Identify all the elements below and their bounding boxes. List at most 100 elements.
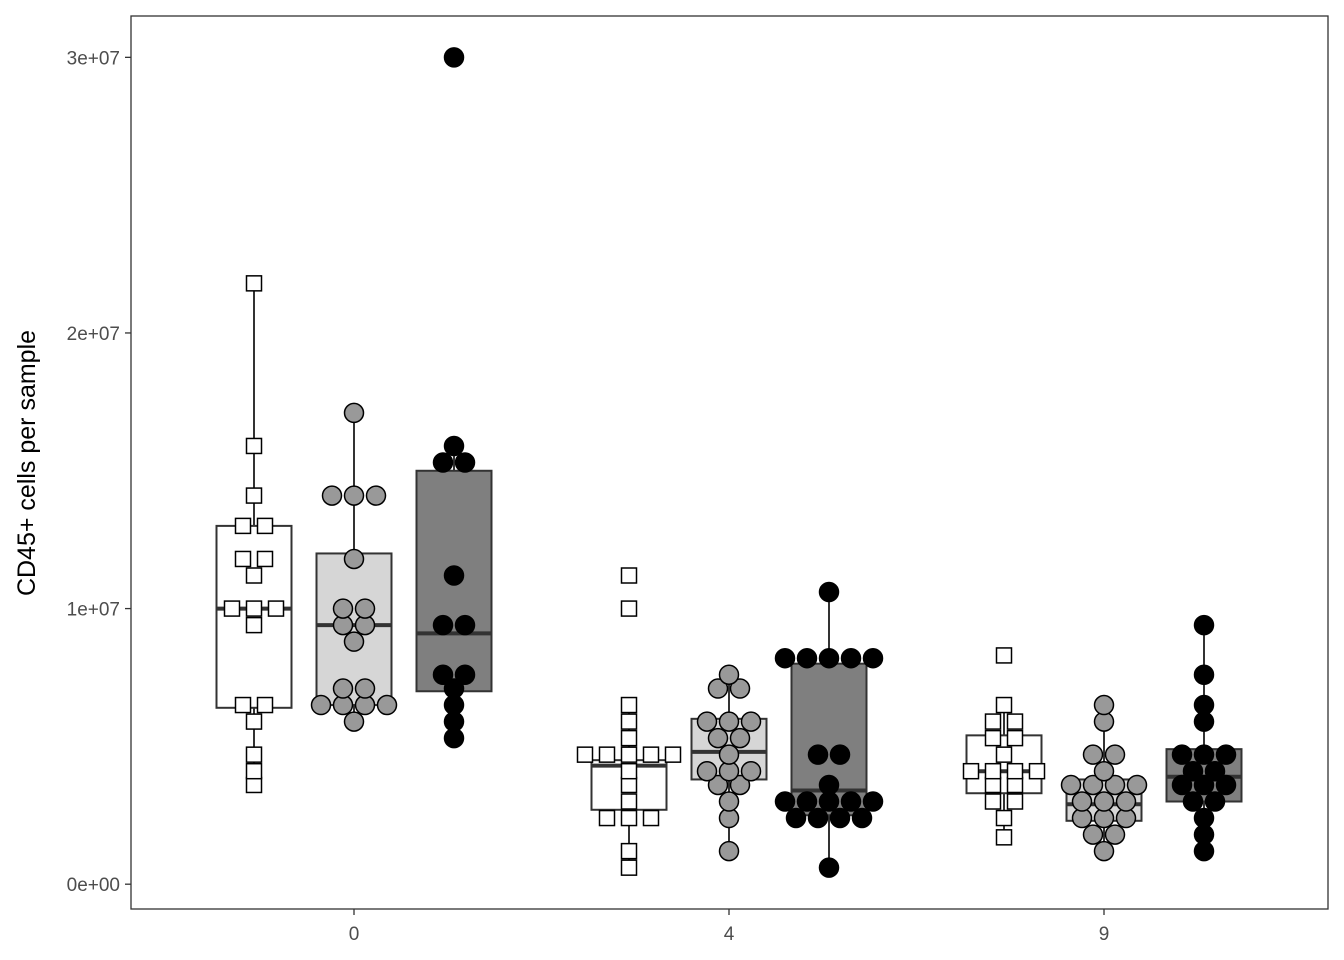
data-point	[343, 711, 365, 732]
data-point	[818, 857, 840, 878]
data-point	[785, 807, 807, 829]
data-point	[718, 664, 740, 685]
data-point	[1204, 760, 1226, 782]
data-point	[245, 487, 263, 504]
box-group	[310, 402, 398, 732]
box	[315, 552, 393, 707]
data-point	[1126, 774, 1148, 796]
data-point	[223, 600, 241, 617]
data-point	[740, 760, 762, 782]
data-point	[343, 402, 365, 424]
data-point	[443, 435, 465, 457]
data-point	[774, 647, 796, 669]
data-point	[995, 696, 1013, 714]
data-point	[354, 678, 376, 699]
data-point	[718, 711, 740, 732]
data-point	[707, 774, 729, 796]
data-point	[1006, 776, 1024, 794]
data-point	[862, 647, 884, 669]
data-point	[354, 598, 376, 619]
data-point	[1193, 807, 1215, 829]
data-point	[984, 713, 1002, 730]
data-point	[620, 776, 638, 794]
data-point	[234, 517, 252, 535]
data-point	[620, 567, 638, 584]
data-point	[620, 600, 638, 617]
data-point	[995, 829, 1013, 846]
data-point	[443, 47, 465, 68]
data-point	[1115, 791, 1137, 812]
data-point	[840, 647, 862, 669]
data-point	[642, 809, 660, 827]
box-group	[215, 275, 293, 794]
data-point	[718, 744, 740, 765]
data-point	[1171, 774, 1193, 796]
data-point	[245, 776, 263, 794]
data-point	[807, 807, 829, 829]
data-point	[256, 517, 274, 535]
data-point	[1182, 760, 1204, 782]
data-point	[343, 631, 365, 652]
data-point	[818, 774, 840, 796]
data-point	[343, 548, 365, 570]
x-tick-label: 9	[1099, 924, 1110, 945]
data-point	[840, 791, 862, 812]
data-point	[1082, 824, 1104, 845]
data-point	[245, 713, 263, 730]
box	[215, 524, 293, 709]
data-point	[256, 550, 274, 568]
data-point	[454, 614, 476, 636]
data-point	[245, 437, 263, 455]
data-point	[432, 452, 454, 473]
data-point	[995, 647, 1013, 664]
box	[415, 469, 493, 693]
data-point	[620, 793, 638, 810]
data-point	[1182, 791, 1204, 812]
data-point	[1193, 774, 1215, 796]
data-point	[1215, 744, 1237, 765]
data-point	[729, 727, 751, 749]
data-point	[234, 696, 252, 714]
data-point	[332, 678, 354, 699]
data-point	[1093, 840, 1115, 862]
x-tick-label: 4	[724, 924, 735, 945]
y-tick-label: 1e+07	[67, 600, 120, 621]
data-point	[718, 840, 740, 862]
box-group	[415, 47, 493, 749]
box-group	[774, 581, 884, 878]
data-point	[1193, 744, 1215, 765]
data-point	[1104, 824, 1126, 845]
data-point	[576, 746, 594, 763]
data-point	[1093, 694, 1115, 716]
data-point	[620, 713, 638, 730]
data-point	[696, 760, 718, 782]
data-point	[696, 711, 718, 732]
y-axis: 0e+00 1e+07 2e+07 3e+07	[67, 48, 131, 896]
box-group	[962, 647, 1046, 846]
data-point	[774, 791, 796, 812]
data-point	[642, 746, 660, 763]
box-group	[1165, 614, 1243, 862]
data-point	[620, 842, 638, 860]
data-point	[1093, 791, 1115, 812]
data-point	[707, 678, 729, 699]
data-point	[1215, 774, 1237, 796]
data-point	[729, 678, 751, 699]
data-point	[1006, 713, 1024, 730]
data-point	[796, 791, 818, 812]
data-point	[729, 774, 751, 796]
data-point	[267, 600, 285, 617]
data-point	[598, 746, 616, 763]
y-axis-title: CD45+ cells per sample	[13, 330, 41, 596]
data-point	[454, 452, 476, 473]
data-point	[1028, 762, 1046, 780]
data-point	[1082, 774, 1104, 796]
data-point	[984, 729, 1002, 747]
data-point	[664, 746, 682, 763]
data-point	[245, 600, 263, 617]
data-point	[796, 647, 818, 669]
data-point	[995, 746, 1013, 763]
y-tick-label: 2e+07	[67, 324, 120, 345]
x-tick-label: 0	[349, 924, 360, 945]
